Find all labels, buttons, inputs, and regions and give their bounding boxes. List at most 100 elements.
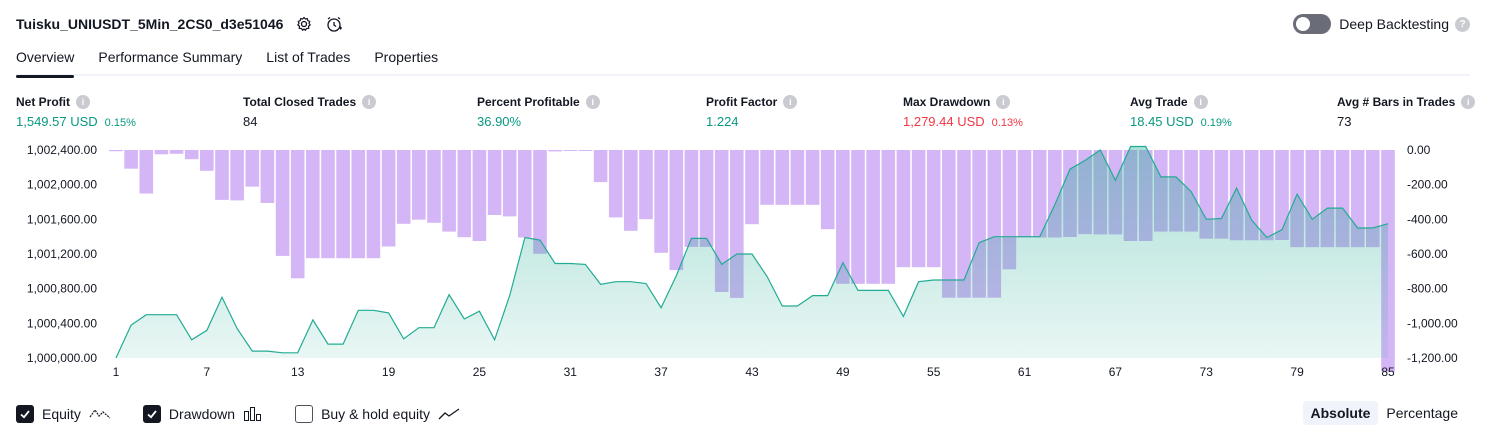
drawdown-bar bbox=[881, 150, 896, 284]
stat-avg-bars: Avg # Bars in Trades i 73 bbox=[1337, 94, 1476, 130]
left-axis: 1,002,400.00 1,002,000.00 1,001,600.00 1,00… bbox=[27, 143, 97, 365]
drawdown-bar bbox=[381, 150, 396, 247]
deep-backtesting-label: Deep Backtesting bbox=[1339, 16, 1449, 32]
drawdown-bar bbox=[669, 150, 684, 271]
drawdown-bar bbox=[775, 150, 790, 205]
equity-area bbox=[115, 145, 1389, 359]
x-tick-label: 7 bbox=[204, 365, 211, 379]
info-icon[interactable]: i bbox=[996, 95, 1011, 109]
legend-equity[interactable]: Equity bbox=[16, 405, 111, 423]
drawdown-bar bbox=[215, 150, 229, 200]
drawdown-bar bbox=[154, 150, 169, 155]
percentage-button[interactable]: Percentage bbox=[1386, 405, 1458, 421]
equity-line-icon bbox=[89, 407, 111, 421]
deep-backtesting-toggle[interactable] bbox=[1293, 14, 1332, 34]
drawdown-bar bbox=[518, 150, 532, 238]
stat-label: Percent Profitable bbox=[477, 95, 580, 109]
info-icon[interactable]: i bbox=[1193, 95, 1208, 109]
drawdown-bar bbox=[184, 150, 199, 160]
x-tick-label: 43 bbox=[745, 365, 759, 379]
right-tick-label: -1,200.00 bbox=[1407, 351, 1458, 365]
left-tick-label: 1,001,200.00 bbox=[27, 247, 97, 261]
drawdown-bar bbox=[548, 150, 562, 152]
stat-percent: 0.19% bbox=[1200, 117, 1232, 129]
tab-performance-summary[interactable]: Performance Summary bbox=[98, 49, 243, 65]
legend-drawdown[interactable]: Drawdown bbox=[142, 405, 263, 423]
right-tick-label: -600.00 bbox=[1407, 247, 1448, 261]
drawdown-bar bbox=[624, 150, 638, 231]
right-tick-label: -800.00 bbox=[1407, 282, 1448, 296]
scale-mode-toggle: Absolute Percentage bbox=[1302, 401, 1467, 425]
tab-list-of-trades[interactable]: List of Trades bbox=[266, 49, 351, 65]
equity-checkbox[interactable] bbox=[16, 405, 34, 423]
toggle-knob bbox=[1296, 17, 1311, 31]
stat-value: 36.90% bbox=[477, 114, 522, 129]
drawdown-bar bbox=[169, 150, 184, 154]
drawdown-bar bbox=[820, 150, 835, 230]
drawdown-bar bbox=[306, 150, 320, 259]
stat-value: 1.224 bbox=[706, 114, 739, 129]
drawdown-bar bbox=[366, 150, 381, 259]
drawdown-bar bbox=[336, 150, 350, 259]
drawdown-bar bbox=[866, 150, 880, 284]
drawdown-bar bbox=[442, 150, 456, 232]
stat-percent: 0.13% bbox=[991, 117, 1023, 129]
drawdown-bar bbox=[139, 150, 154, 194]
drawdown-checkbox[interactable] bbox=[142, 405, 161, 423]
x-tick-label: 1 bbox=[113, 365, 120, 379]
drawdown-bar bbox=[1260, 150, 1274, 241]
equity-drawdown-chart[interactable]: 1,002,400.00 1,002,000.00 1,001,600.00 1,00… bbox=[0, 140, 1486, 380]
buy-hold-line-icon bbox=[438, 407, 460, 421]
drawdown-bar bbox=[593, 150, 608, 183]
x-tick-label: 79 bbox=[1290, 365, 1304, 379]
drawdown-bar bbox=[412, 150, 426, 220]
stat-value: 73 bbox=[1337, 114, 1352, 129]
x-tick-label: 31 bbox=[564, 365, 578, 379]
drawdown-bar bbox=[684, 150, 699, 247]
legend-buy-hold[interactable]: Buy & hold equity bbox=[295, 405, 460, 423]
drawdown-bar bbox=[275, 150, 290, 256]
drawdown-bar bbox=[502, 150, 517, 217]
x-tick-label: 13 bbox=[291, 365, 305, 379]
settings-icon[interactable] bbox=[295, 15, 313, 33]
left-tick-label: 1,001,600.00 bbox=[27, 212, 97, 226]
left-tick-label: 1,000,400.00 bbox=[27, 316, 97, 330]
x-tick-label: 25 bbox=[473, 365, 487, 379]
alert-clock-icon[interactable] bbox=[325, 15, 343, 33]
drawdown-bar bbox=[911, 150, 926, 268]
drawdown-bar bbox=[836, 150, 850, 284]
tab-overview[interactable]: Overview bbox=[16, 46, 75, 78]
absolute-button[interactable]: Absolute bbox=[1302, 401, 1379, 425]
drawdown-bar bbox=[533, 150, 547, 254]
strategy-title: Tuisku_UNIUSDT_5Min_2CS0_d3e51046 bbox=[16, 16, 284, 32]
chart-legend: Equity Drawdown Buy & hold equity bbox=[16, 402, 492, 426]
drawdown-bar bbox=[578, 150, 593, 151]
drawdown-bar bbox=[957, 150, 971, 298]
info-icon[interactable]: i bbox=[76, 95, 90, 109]
right-tick-label: -400.00 bbox=[1407, 212, 1448, 226]
drawdown-bar bbox=[1366, 150, 1380, 248]
drawdown-bar bbox=[321, 150, 335, 259]
stat-value: 18.45 USD bbox=[1130, 114, 1194, 129]
x-tick-label: 73 bbox=[1200, 365, 1214, 379]
stat-percent: 0.15% bbox=[104, 117, 136, 129]
left-tick-label: 1,002,000.00 bbox=[27, 178, 97, 192]
x-tick-label: 85 bbox=[1381, 365, 1395, 379]
info-icon[interactable]: i bbox=[1461, 95, 1476, 109]
drawdown-bar bbox=[351, 150, 366, 259]
x-tick-label: 61 bbox=[1018, 365, 1032, 379]
drawdown-bar bbox=[699, 150, 714, 247]
tab-properties[interactable]: Properties bbox=[374, 49, 439, 65]
stat-net-profit: Net Profit i 1,549.57 USD 0.15% bbox=[16, 94, 136, 130]
x-tick-label: 67 bbox=[1109, 365, 1123, 379]
info-icon[interactable]: i bbox=[783, 95, 798, 109]
legend-drawdown-label: Drawdown bbox=[168, 406, 236, 422]
info-icon[interactable]: i bbox=[585, 95, 600, 109]
drawdown-bar bbox=[1275, 150, 1289, 240]
drawdown-bar bbox=[608, 150, 623, 218]
help-icon[interactable]: ? bbox=[1455, 16, 1470, 32]
stat-value: 1,279.44 USD bbox=[903, 114, 985, 129]
drawdown-bars-icon bbox=[243, 406, 263, 422]
info-icon[interactable]: i bbox=[362, 95, 377, 109]
buy-hold-checkbox[interactable] bbox=[295, 405, 314, 423]
